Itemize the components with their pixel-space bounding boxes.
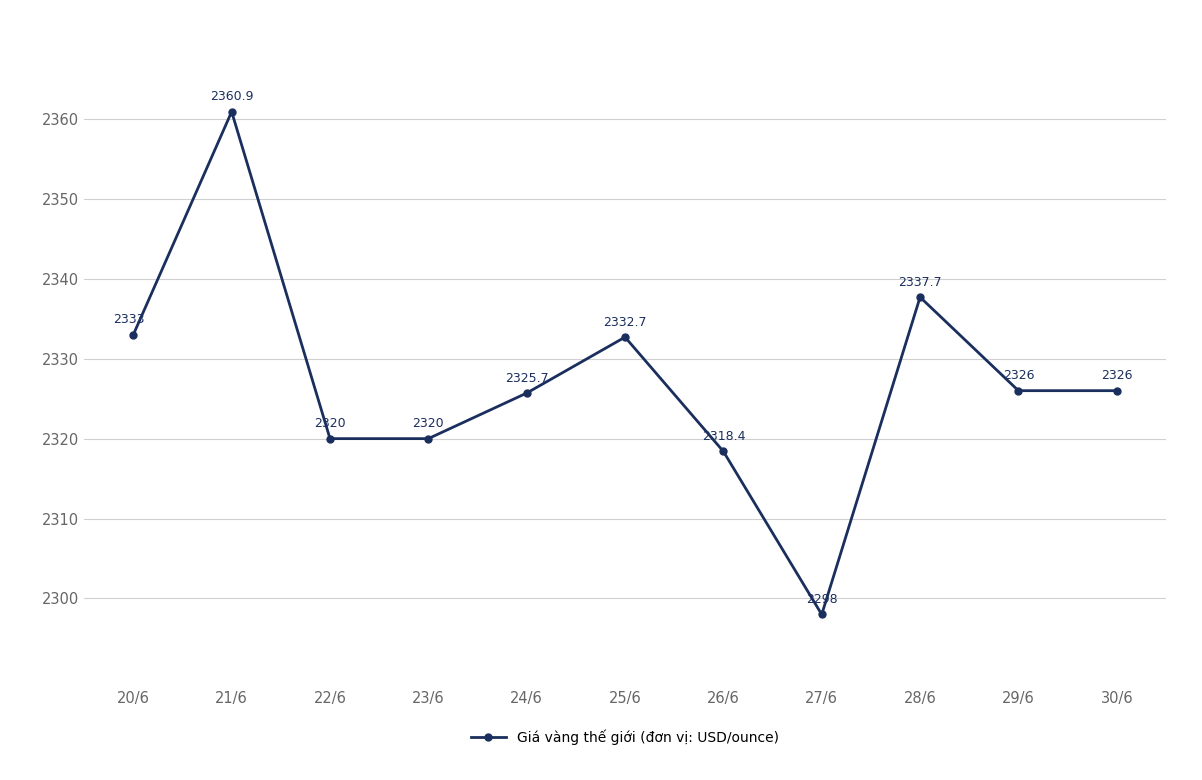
Legend: Giá vàng thế giới (đơn vị: USD/ounce): Giá vàng thế giới (đơn vị: USD/ounce): [465, 724, 785, 750]
Text: 2325.7: 2325.7: [505, 372, 548, 385]
Text: 2318.4: 2318.4: [702, 430, 745, 443]
Text: 2360.9: 2360.9: [210, 90, 254, 104]
Text: 2320: 2320: [412, 417, 445, 431]
Text: 2320: 2320: [314, 417, 346, 431]
Text: 2333: 2333: [113, 314, 145, 326]
Text: 2326: 2326: [1002, 370, 1034, 382]
Text: 2298: 2298: [805, 593, 838, 606]
Text: 2337.7: 2337.7: [898, 276, 942, 289]
Text: 2326: 2326: [1101, 370, 1132, 382]
Text: 2332.7: 2332.7: [603, 316, 647, 329]
